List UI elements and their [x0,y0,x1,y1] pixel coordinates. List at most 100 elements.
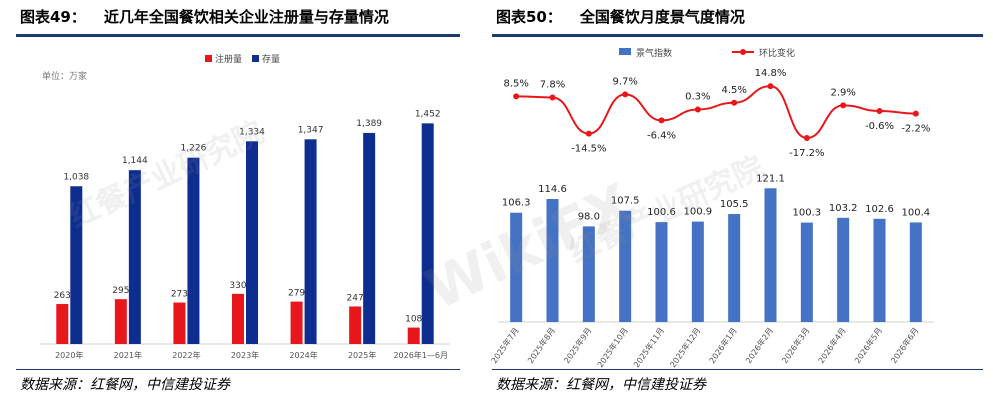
data-label-change: 4.5% [721,85,746,96]
right-figure-label: 图表50： [496,8,562,26]
point-mom-change [731,99,738,106]
bar-stock [70,186,83,344]
data-label-index: 105.5 [720,199,749,210]
data-label-index: 103.2 [829,203,858,214]
x-tick-label: 2026年5月 [852,325,884,365]
bar-sentiment-index [691,221,704,322]
data-label-index: 107.5 [611,196,640,207]
bar-sentiment-index [510,212,523,322]
data-label-index: 98.0 [578,211,600,222]
legend-label-stock: 存量 [262,53,280,65]
data-label-change: -0.6% [865,121,894,132]
right-source-note: 数据来源：红餐网，中信建投证券 [496,377,706,393]
left-figure-title-text: 近几年全国餐饮相关企业注册量与存量情况 [103,8,389,26]
x-tick-label: 2026年4月 [816,325,848,365]
data-label-change: -17.2% [789,148,824,159]
data-label-registrations: 247 [347,293,364,303]
data-label-index: 100.9 [684,207,713,218]
data-label-registrations: 108 [405,315,422,325]
left-figure-label: 图表49： [20,8,86,26]
bar-sentiment-index [873,218,886,322]
legend-swatch-registrations [205,55,212,62]
data-label-change: 7.8% [540,79,565,90]
point-mom-change [876,107,883,114]
bar-stock [304,139,317,344]
right-title-rule [492,34,983,37]
point-mom-change [803,135,810,141]
left-title-rule [16,34,460,37]
data-label-change: -14.5% [571,144,606,155]
left-source-note: 数据来源：红餐网，中信建投证券 [20,377,230,393]
data-label-stock: 1,389 [356,119,382,129]
data-label-change: 14.8% [755,68,787,79]
point-mom-change [513,93,520,100]
bar-sentiment-index [582,226,595,322]
data-label-registrations: 279 [288,289,305,299]
x-tick-label: 2022年 [172,350,200,360]
data-label-change: -2.2% [901,124,930,135]
legend-swatch-index [619,48,631,55]
data-label-index: 102.6 [865,204,894,215]
bar-registrations [232,293,244,344]
x-tick-label: 2026年6月 [889,325,921,365]
point-mom-change [549,94,556,101]
data-label-change: 9.7% [612,76,637,87]
x-tick-label: 2025年9月 [562,325,594,365]
data-label-index: 114.6 [538,184,567,195]
x-tick-label: 2026年2月 [743,325,775,365]
right-figure-title-text: 全国餐饮月度景气度情况 [579,8,745,26]
x-tick-label: 2020年 [55,350,83,360]
bar-sentiment-index [546,199,559,322]
point-mom-change [622,91,629,98]
bar-registrations [407,327,420,344]
unit-label: 单位：万家 [42,70,87,82]
right-figure: 图表50： 全国餐饮月度景气度情况 景气指数 环比变化 106.3 2025年7月 114… [476,0,993,409]
x-tick-label: 2025年10月 [595,325,630,368]
data-label-index: 100.4 [902,207,931,218]
line-mom-change [516,85,916,140]
monthly-sentiment-chart: 景气指数 环比变化 106.3 2025年7月 114.6 2025年8月 98.0 2025… [489,47,934,368]
x-tick-label: 2026年1—6月 [393,350,448,360]
data-label-registrations: 263 [54,291,71,301]
bar-stock [363,132,376,344]
data-label-stock: 1,347 [298,125,324,135]
x-tick-label: 2026年1月 [707,325,739,365]
legend-swatch-stock [252,55,259,62]
legend-label-change: 环比变化 [759,47,795,59]
data-label-index: 121.1 [756,173,785,184]
bar-registrations [290,301,303,344]
bar-stock [421,123,434,344]
bar-sentiment-index [764,188,777,322]
data-label-change: -6.4% [647,130,676,141]
data-label-stock: 1,144 [122,156,148,166]
point-mom-change [767,83,774,90]
bar-stock [187,157,200,344]
data-label-change: 8.5% [503,78,528,89]
data-label-stock: 1,038 [63,172,89,182]
x-tick-label: 2024年 [289,350,317,360]
bar-sentiment-index [728,214,741,322]
data-label-change: 0.3% [685,92,710,103]
bar-registrations [114,299,127,344]
bar-stock [128,170,141,344]
bar-registrations [56,304,69,344]
legend-label-index: 景气指数 [636,47,672,59]
x-tick-label: 2025年 [348,350,376,360]
x-tick-label: 2025年11月 [631,325,666,368]
bar-registrations [349,306,362,344]
point-mom-change [694,106,701,113]
bar-sentiment-index [909,222,922,322]
x-tick-label: 2025年8月 [525,325,557,365]
x-tick-label: 2025年7月 [489,325,521,365]
bar-sentiment-index [837,217,850,322]
left-source-rule [16,369,460,370]
point-mom-change [912,110,919,117]
bar-registrations [173,302,186,344]
bar-stock [246,141,258,344]
legend-label-registrations: 注册量 [215,53,242,65]
data-label-change: 2.9% [830,87,855,98]
data-label-stock: 1,452 [415,109,441,119]
point-mom-change [840,102,847,109]
data-label-index: 106.3 [502,198,531,209]
